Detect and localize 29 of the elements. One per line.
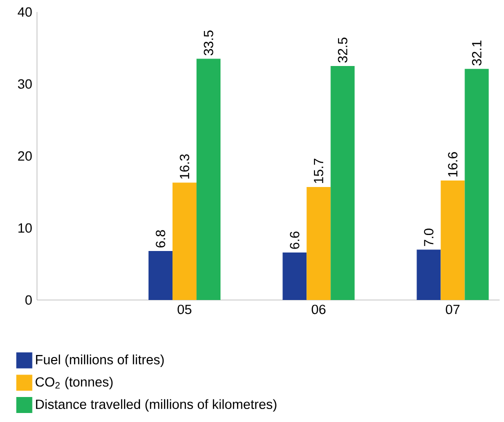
- bar: [330, 66, 355, 300]
- bar: [464, 68, 489, 300]
- legend-label: Distance travelled (millions of kilometres): [36, 399, 276, 412]
- y-tick-label: 10: [18, 223, 32, 233]
- y-tick-label: 0: [25, 295, 32, 305]
- data-label: 33.5: [204, 30, 214, 56]
- y-tick-label: 40: [18, 7, 32, 17]
- bar: [306, 186, 331, 300]
- y-tick-label: 20: [18, 151, 32, 161]
- bar: [196, 58, 221, 300]
- bar: [172, 182, 197, 300]
- data-label: 32.1: [472, 40, 482, 66]
- data-label: 16.6: [448, 152, 458, 177]
- data-label: 7.0: [424, 228, 434, 246]
- legend-label: Fuel (millions of litres): [36, 354, 164, 367]
- x-tick-label: 05: [178, 304, 192, 314]
- data-label: 32.5: [338, 38, 348, 63]
- data-label: 16.3: [180, 154, 190, 179]
- legend-label: CO$_{2}$ (tonnes): [36, 376, 113, 390]
- x-tick-label: 07: [446, 304, 460, 314]
- bar: [148, 251, 173, 300]
- bar: [416, 250, 441, 300]
- data-label: 6.8: [156, 230, 166, 248]
- y-tick-label: 30: [18, 79, 32, 89]
- bar: [440, 180, 465, 300]
- data-label: 6.6: [290, 232, 300, 249]
- data-label: 15.7: [314, 158, 324, 184]
- bar: [282, 252, 307, 300]
- x-tick-label: 06: [312, 304, 326, 314]
